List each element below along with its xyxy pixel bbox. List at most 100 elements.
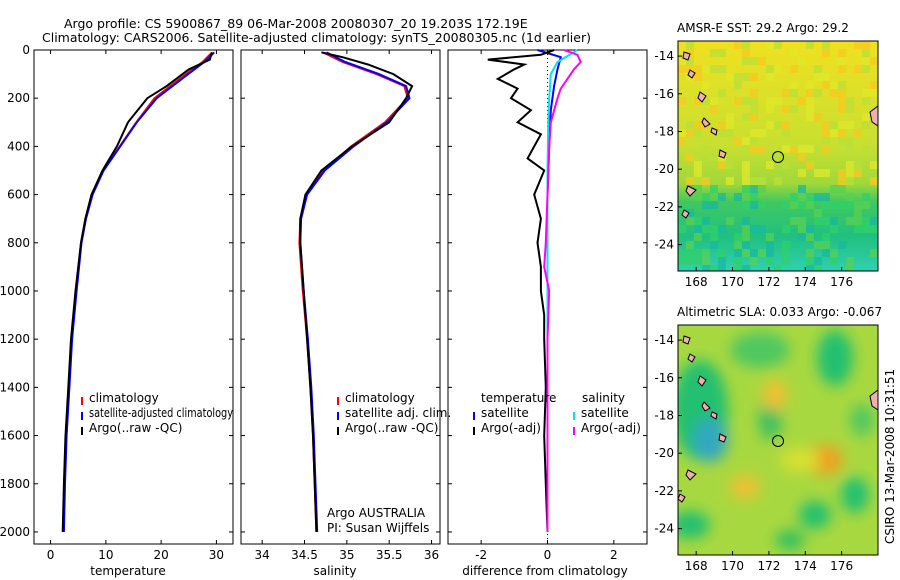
sst-cell	[750, 193, 758, 201]
sst-cell	[686, 257, 694, 265]
sst-cell	[798, 217, 806, 225]
sst-cell	[862, 57, 870, 65]
sst-cell	[694, 121, 702, 129]
sst-cell	[702, 145, 710, 153]
sst-cell	[790, 49, 798, 57]
x-tick-label: 0	[544, 548, 552, 562]
sst-cell	[798, 225, 806, 233]
depth-tick-label: 0	[22, 43, 30, 57]
sst-cell	[758, 57, 766, 65]
sst-cell	[862, 225, 870, 233]
sst-cell	[854, 65, 862, 73]
sst-cell	[822, 249, 830, 257]
sst-cell	[870, 177, 878, 185]
sst-cell	[782, 249, 790, 257]
sst-cell	[718, 65, 726, 73]
sst-cell	[862, 121, 870, 129]
sst-cell	[702, 257, 710, 265]
series-line-argo-raw-qc-	[61, 52, 213, 533]
sst-cell	[806, 145, 814, 153]
map-y-tick-label: -18	[654, 124, 674, 138]
depth-tick-label: 1400	[0, 380, 30, 394]
sst-cell	[726, 121, 734, 129]
sst-cell	[790, 201, 798, 209]
sst-cell	[750, 73, 758, 81]
sst-cell	[822, 49, 830, 57]
sst-cell	[822, 217, 830, 225]
sst-cell	[830, 121, 838, 129]
sst-cell	[710, 201, 718, 209]
sst-cell	[702, 193, 710, 201]
sst-cell	[750, 97, 758, 105]
sst-cell	[798, 57, 806, 65]
sst-cell	[766, 249, 774, 257]
sst-cell	[718, 265, 726, 271]
map-x-tick-label: 176	[830, 559, 853, 573]
legend-sal-argo: Argo(-adj)	[581, 421, 641, 435]
sst-cell	[758, 177, 766, 185]
sst-cell	[830, 217, 838, 225]
sst-cell	[790, 105, 798, 113]
sst-cell	[806, 97, 814, 105]
sst-cells	[678, 41, 878, 271]
salinity-axes	[240, 49, 441, 545]
sst-cell	[846, 217, 854, 225]
sst-cell	[750, 113, 758, 121]
sst-cell	[750, 225, 758, 233]
sst-cell	[766, 257, 774, 265]
header-line1: Argo profile: CS 5900867_89 06-Mar-2008 …	[64, 16, 528, 31]
sst-cell	[742, 177, 750, 185]
sst-cell	[710, 193, 718, 201]
sst-cell	[862, 65, 870, 73]
argo-location-marker	[772, 435, 784, 447]
x-tick-label: 0	[47, 548, 55, 562]
sst-cell	[742, 137, 750, 145]
x-tick-label: 10	[98, 548, 113, 562]
map-y-tick-label: -22	[654, 484, 674, 498]
sst-cell	[718, 257, 726, 265]
sst-cell	[798, 193, 806, 201]
sst-cell	[822, 193, 830, 201]
sst-cell	[814, 65, 822, 73]
sst-cell	[766, 241, 774, 249]
sst-cell	[766, 105, 774, 113]
sst-cell	[742, 145, 750, 153]
sst-cell	[702, 225, 710, 233]
sst-cell	[870, 81, 878, 89]
legend-satellite: satellite-adjusted climatology	[89, 406, 233, 420]
difference-legend: temperature salinity satellite Argo(-adj…	[473, 391, 641, 435]
sst-cell	[678, 97, 686, 105]
sst-cell	[846, 105, 854, 113]
sst-cell	[846, 145, 854, 153]
sst-cell	[830, 185, 838, 193]
series-line-satellite-adj-clim-	[299, 51, 411, 533]
sst-cell	[862, 217, 870, 225]
sst-cell	[758, 185, 766, 193]
sst-cell	[686, 121, 694, 129]
sst-cell	[678, 137, 686, 145]
sst-cell	[830, 225, 838, 233]
sst-cell	[862, 193, 870, 201]
x-tick-label: 2	[610, 548, 618, 562]
sst-cell	[686, 153, 694, 161]
profile-panels: 0 10 20 30 34 34.5 35 35.5 36 -2 0 2	[47, 49, 618, 562]
depth-tick-labels: 0 200 400 600 800 1000 1200 1400 1600 1800 2000	[0, 43, 647, 539]
sst-cell	[678, 225, 686, 233]
sst-cell	[838, 105, 846, 113]
sst-cell	[742, 225, 750, 233]
sst-cell	[870, 217, 878, 225]
sst-cell	[678, 65, 686, 73]
sst-cell	[758, 249, 766, 257]
sst-cell	[846, 137, 854, 145]
sst-cell	[742, 265, 750, 271]
sst-cell	[838, 185, 846, 193]
sst-cell	[718, 161, 726, 169]
sst-cell	[782, 241, 790, 249]
map-x-tick-label: 174	[794, 275, 817, 289]
sst-cell	[846, 161, 854, 169]
sst-cell	[750, 249, 758, 257]
island-shapes-east	[869, 389, 878, 411]
sst-cell	[822, 233, 830, 241]
sst-cell	[782, 257, 790, 265]
sst-cell	[734, 193, 742, 201]
